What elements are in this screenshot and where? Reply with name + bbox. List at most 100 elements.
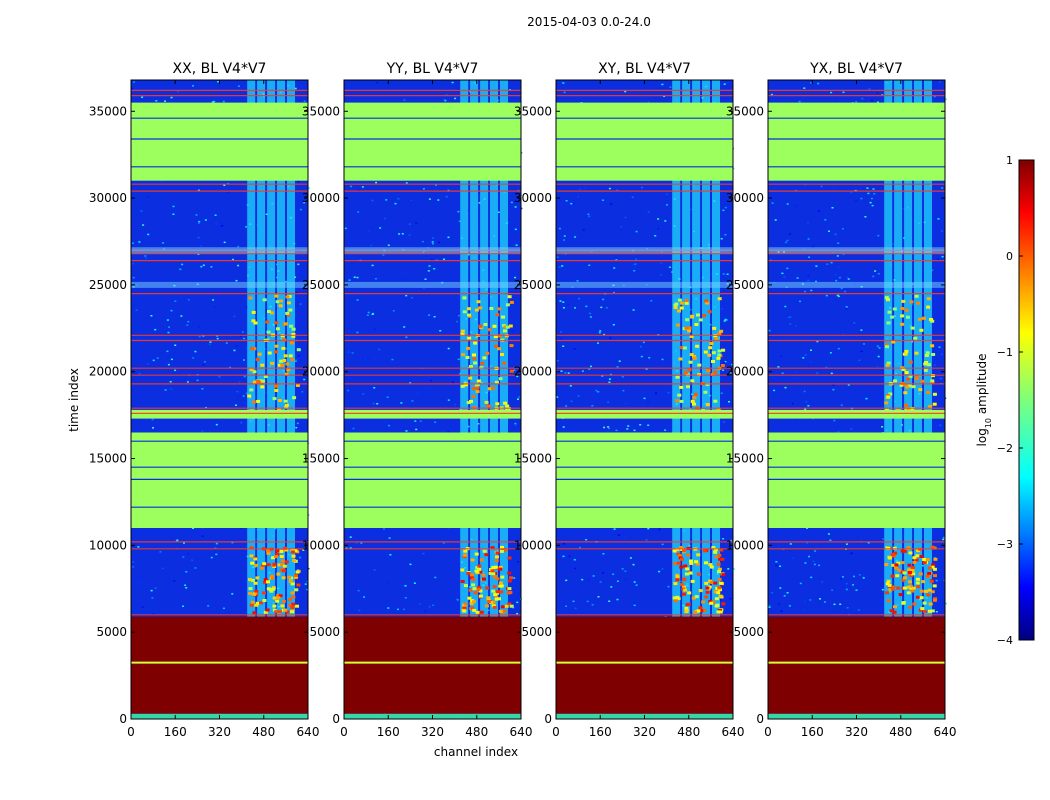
noise-pixel — [210, 556, 213, 559]
rfi-hotspot — [701, 600, 706, 604]
noise-pixel — [780, 355, 782, 358]
noise-pixel — [833, 419, 836, 422]
noise-pixel — [944, 98, 947, 100]
rfi-hotspot — [290, 341, 294, 345]
noise-pixel — [723, 83, 726, 85]
rfi-hotspot — [891, 563, 896, 567]
rfi-hotspot — [498, 567, 503, 571]
noise-pixel — [855, 101, 858, 103]
panel-title: YX, BL V4*V7 — [809, 61, 903, 77]
rfi-hotspot — [254, 563, 259, 567]
noise-pixel — [216, 337, 219, 340]
noise-pixel — [447, 347, 450, 350]
noise-pixel — [164, 100, 166, 102]
band-edge — [556, 281, 733, 288]
noise-pixel — [597, 391, 600, 393]
rfi-hotspot — [284, 405, 289, 409]
rfi-hotspot — [685, 318, 690, 322]
rfi-hotspot — [688, 360, 693, 364]
noise-pixel — [624, 402, 627, 405]
noise-pixel — [646, 209, 648, 211]
noise-pixel — [615, 259, 618, 261]
rfi-hotspot — [907, 384, 912, 388]
rfi-hotspot — [266, 549, 270, 553]
rfi-hotspot — [689, 335, 694, 338]
rfi-hotspot — [673, 599, 678, 603]
rfi-hotspot — [295, 570, 300, 574]
noise-pixel — [389, 554, 392, 556]
noise-pixel — [442, 542, 445, 544]
y-tick-label: 30000 — [302, 191, 340, 205]
noise-pixel — [174, 300, 177, 302]
rfi-hotspot — [707, 353, 712, 357]
noise-pixel — [455, 320, 458, 323]
rfi-hotspot — [705, 403, 710, 407]
rfi-stripe — [702, 80, 710, 617]
noise-pixel — [454, 97, 457, 100]
y-tick-label: 25000 — [726, 278, 764, 292]
noise-pixel — [778, 603, 780, 605]
noise-pixel — [371, 264, 374, 267]
y-tick-label: 30000 — [89, 191, 127, 205]
rfi-hotspot — [704, 561, 708, 565]
rfi-hotspot — [460, 329, 465, 333]
noise-pixel — [795, 371, 798, 374]
rfi-hotspot — [690, 379, 695, 383]
noise-pixel — [241, 331, 244, 333]
rfi-hotspot — [698, 589, 703, 593]
noise-pixel — [432, 604, 435, 606]
noise-pixel — [154, 587, 157, 589]
noise-pixel — [298, 355, 301, 357]
rfi-hotspot — [478, 324, 483, 328]
rfi-hotspot — [919, 589, 924, 593]
noise-pixel — [422, 552, 425, 555]
rfi-hotspot — [477, 585, 482, 589]
rfi-hotspot — [288, 308, 293, 312]
noise-pixel — [142, 224, 145, 226]
noise-pixel — [640, 355, 643, 358]
x-tick-label: 160 — [801, 725, 824, 739]
y-tick-label: 0 — [756, 712, 764, 726]
rfi-hotspot — [695, 562, 700, 566]
rfi-hotspot — [477, 564, 482, 568]
noise-pixel — [411, 400, 414, 402]
noise-pixel — [353, 276, 356, 278]
rfi-hotspot — [687, 591, 692, 595]
rfi-hotspot — [278, 304, 283, 308]
rfi-hotspot — [475, 390, 480, 394]
rfi-hotspot — [712, 326, 717, 330]
rfi-hotspot — [704, 595, 709, 599]
rfi-hotspot — [683, 564, 688, 568]
rfi-stripe — [460, 80, 469, 617]
noise-pixel — [152, 427, 154, 429]
noise-pixel — [724, 361, 727, 363]
rfi-hotspot — [476, 587, 481, 591]
noise-pixel — [415, 428, 418, 431]
rfi-hotspot — [675, 323, 680, 327]
noise-pixel — [214, 214, 217, 216]
noise-pixel — [299, 303, 302, 305]
noise-pixel — [590, 332, 593, 334]
noise-pixel — [389, 422, 392, 425]
saturated-block — [131, 616, 308, 714]
noise-pixel — [201, 388, 204, 390]
rfi-hotspot — [251, 319, 256, 323]
noise-pixel — [214, 547, 217, 549]
rfi-hotspot — [248, 592, 253, 595]
noise-pixel — [195, 214, 198, 216]
noise-pixel — [836, 294, 839, 297]
noise-pixel — [218, 375, 221, 378]
rfi-hotspot — [924, 353, 929, 357]
noise-pixel — [235, 279, 238, 282]
noise-pixel — [201, 535, 204, 537]
noise-pixel — [808, 555, 810, 558]
noise-pixel — [786, 203, 789, 205]
noise-pixel — [830, 261, 833, 264]
rfi-hotspot — [500, 575, 505, 579]
noise-pixel — [456, 88, 459, 91]
flagged-band — [768, 432, 945, 528]
rfi-hotspot — [249, 603, 254, 607]
noise-pixel — [830, 91, 833, 94]
panel-title: XX, BL V4*V7 — [173, 61, 267, 77]
noise-pixel — [612, 324, 615, 326]
